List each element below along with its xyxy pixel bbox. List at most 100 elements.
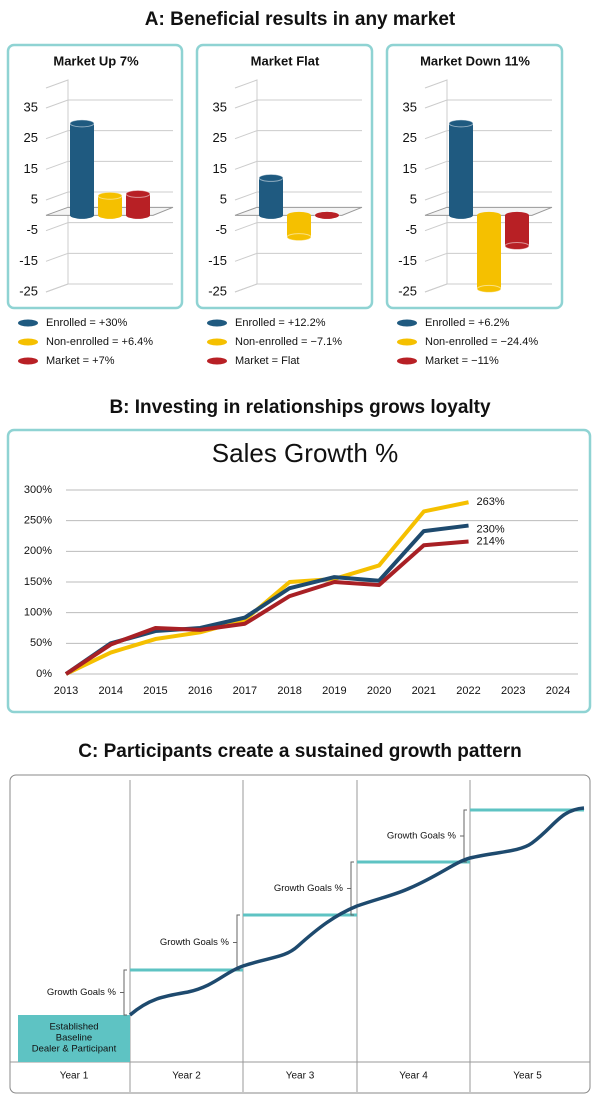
baseline-box [18,1015,130,1062]
legend-swatch [397,319,417,327]
legend-swatch [397,357,417,365]
end-label: 230% [477,523,505,535]
grid-line [424,252,552,262]
y-tick-label: 0% [36,668,52,680]
bar [477,215,501,289]
legend-label: Non-enrolled = −24.4% [425,336,538,348]
bar-cap [69,119,95,128]
legend-swatch [207,338,227,346]
grid-line [45,283,173,293]
y-tick-label: -5 [215,222,227,237]
goal-label: Growth Goals % [387,831,457,842]
bar [259,177,283,216]
y-tick-label: 15 [213,161,227,176]
bar-base [98,211,122,219]
bar-cap [504,242,530,250]
chart-title: Sales Growth % [212,438,398,468]
x-tick-label: 2014 [98,685,122,697]
x-tick-label: Year 2 [172,1071,201,1082]
bar [98,195,122,216]
grid-line [45,130,173,140]
bar-cap [125,189,151,198]
goal-label: Growth Goals % [160,937,230,948]
grid-line [234,222,362,232]
legend-label: Non-enrolled = +6.4% [46,336,153,348]
goal-bracket [347,861,354,916]
legend-swatch [18,319,38,327]
x-tick-label: Year 1 [60,1071,89,1082]
x-tick-label: Year 4 [399,1071,428,1082]
goal-label: Growth Goals % [274,883,344,894]
grid-line [45,160,173,170]
bar [287,215,311,238]
growth-curve [128,806,585,1017]
bar-base [315,211,339,219]
legend-label: Enrolled = +30% [46,317,128,329]
y-tick-label: -15 [208,253,227,268]
baseline-label: Established [49,1022,98,1033]
y-tick-label: 35 [403,99,417,114]
bar-cap [258,173,284,182]
bar-cap [286,233,312,242]
grid-line [424,191,552,201]
bar-cap [97,191,123,200]
grid-line [234,191,362,201]
bar-cap [476,284,502,293]
baseline-label: Dealer & Participant [32,1044,117,1055]
y-tick-label: -15 [19,253,38,268]
panel [195,43,374,310]
panel [9,774,591,1094]
legend-label: Non-enrolled = −7.1% [235,336,342,348]
end-label: 214% [477,535,505,547]
legend-swatch [18,338,38,346]
bar-base [70,211,94,219]
section-title: C: Participants create a sustained growt… [78,741,521,762]
grid-line [424,130,552,140]
y-tick-label: 300% [24,484,52,496]
goal-bracket [120,969,127,1016]
section-title: B: Investing in relationships grows loya… [109,397,491,418]
bar-base [126,211,150,219]
x-tick-label: 2021 [412,685,436,697]
y-tick-label: -15 [398,253,417,268]
legend-swatch [207,357,227,365]
grid-line [234,160,362,170]
y-tick-label: 15 [403,161,417,176]
y-tick-label: 15 [24,161,38,176]
chart-title: Market Up 7% [53,53,139,68]
x-tick-label: 2013 [54,685,78,697]
grid-line [234,283,362,293]
series-line [64,539,469,676]
y-tick-label: 5 [220,191,227,206]
y-tick-label: 35 [213,99,227,114]
legend-label: Market = +7% [46,355,115,367]
y-tick-label: -25 [208,283,227,298]
y-tick-label: -25 [19,283,38,298]
bar [449,123,473,216]
legend-label: Enrolled = +6.2% [425,317,510,329]
bar-base [449,211,473,219]
panel [6,43,184,310]
grid-line [424,283,552,293]
section-title: A: Beneficial results in any market [145,9,456,30]
grid-line [45,99,173,109]
bar-base [505,211,529,219]
x-tick-label: 2015 [143,685,167,697]
x-tick-label: 2023 [501,685,525,697]
y-tick-label: 35 [24,99,38,114]
x-tick-label: 2019 [322,685,346,697]
x-tick-label: 2016 [188,685,212,697]
y-tick-label: 50% [30,637,52,649]
bar-cap [448,119,474,128]
bar-base [259,211,283,219]
x-tick-label: Year 5 [513,1071,542,1082]
grid-line [234,99,362,109]
y-tick-label: 150% [24,576,52,588]
y-tick-label: -25 [398,283,417,298]
panel [6,428,592,714]
legend-swatch [207,319,227,327]
goal-label: Growth Goals % [47,987,117,998]
x-tick-label: Year 3 [286,1071,315,1082]
y-tick-label: 5 [410,191,417,206]
